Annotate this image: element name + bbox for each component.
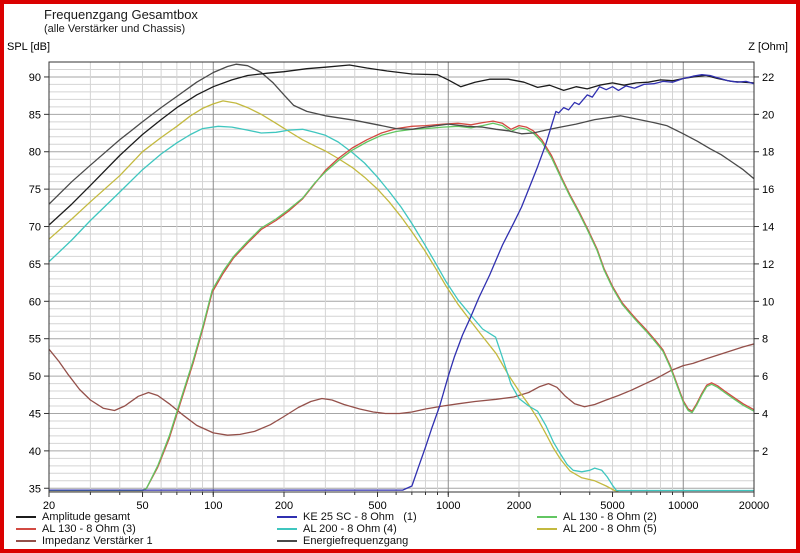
legend-item-al200_4: AL 200 - 8 Ohm (4) xyxy=(277,523,417,535)
x-tick-label: 20000 xyxy=(739,500,770,512)
series-impedanz xyxy=(49,343,754,436)
x-tick-label: 1000 xyxy=(436,500,460,512)
x-tick-label: 10000 xyxy=(668,500,699,512)
legend-item-impedanz: Impedanz Verstärker 1 xyxy=(16,535,153,547)
left-tick-label: 60 xyxy=(29,296,41,308)
left-tick-label: 75 xyxy=(29,184,41,196)
legend-label: AL 200 - 8 Ohm (4) xyxy=(303,523,397,535)
legend-item-al200_5: AL 200 - 8 Ohm (5) xyxy=(537,523,657,535)
right-tick-label: 18 xyxy=(762,147,774,159)
legend-label: KE 25 SC - 8 Ohm (1) xyxy=(303,511,417,523)
legend-item-ke25: KE 25 SC - 8 Ohm (1) xyxy=(277,511,417,523)
legend-item-amplitude: Amplitude gesamt xyxy=(16,511,153,523)
left-tick-label: 40 xyxy=(29,446,41,458)
left-tick-label: 55 xyxy=(29,334,41,346)
right-tick-label: 14 xyxy=(762,222,774,234)
x-tick-label: 2000 xyxy=(507,500,531,512)
left-axis-label: SPL [dB] xyxy=(7,41,51,53)
legend-marker-impedanz xyxy=(16,540,36,542)
legend-label: AL 130 - 8 Ohm (2) xyxy=(563,511,657,523)
right-tick-label: 8 xyxy=(762,334,768,346)
right-axis-label: Z [Ohm] xyxy=(748,41,788,53)
legend-marker-amplitude xyxy=(16,516,36,518)
legend-marker-energie xyxy=(277,540,297,542)
legend-marker-al130_3 xyxy=(16,528,36,530)
series-al200_5 xyxy=(49,100,619,492)
right-tick-label: 12 xyxy=(762,259,774,271)
legend-label: AL 200 - 8 Ohm (5) xyxy=(563,523,657,535)
legend-marker-al200_4 xyxy=(277,528,297,530)
legend-label: Energiefrequenzgang xyxy=(303,535,409,547)
chart-title: Frequenzgang Gesamtbox xyxy=(44,7,198,22)
x-tick-label: 5000 xyxy=(600,500,624,512)
right-tick-label: 4 xyxy=(762,408,768,420)
left-tick-label: 45 xyxy=(29,408,41,420)
legend-marker-ke25 xyxy=(277,516,297,518)
legend-label: AL 130 - 8 Ohm (3) xyxy=(42,523,136,535)
legend-label: Amplitude gesamt xyxy=(42,511,131,523)
series-al130_2 xyxy=(49,122,754,492)
x-tick-label: 100 xyxy=(204,500,222,512)
x-tick-label: 20 xyxy=(43,500,55,512)
legend-column-2: KE 25 SC - 8 Ohm (1) AL 200 - 8 Ohm (4) En… xyxy=(277,511,417,547)
left-tick-label: 80 xyxy=(29,147,41,159)
legend-column-3: AL 130 - 8 Ohm (2) AL 200 - 8 Ohm (5) xyxy=(537,511,657,535)
x-tick-label: 50 xyxy=(136,500,148,512)
left-tick-label: 35 xyxy=(29,483,41,495)
x-tick-label: 500 xyxy=(368,500,386,512)
right-tick-label: 20 xyxy=(762,109,774,121)
right-tick-label: 6 xyxy=(762,371,768,383)
chart-canvas: 90 85 80 75 70 65 60 55 50 45 40 35 22 20 18 16 14 12 10 8 6… xyxy=(29,61,774,512)
x-tick-label: 200 xyxy=(275,500,293,512)
legend-marker-al200_5 xyxy=(537,528,557,530)
series-energie xyxy=(49,63,754,205)
left-tick-label: 70 xyxy=(29,222,41,234)
right-tick-label: 22 xyxy=(762,72,774,84)
series-al200_4 xyxy=(49,125,754,492)
legend-label: Impedanz Verstärker 1 xyxy=(42,535,153,547)
series-al130_3 xyxy=(49,120,754,492)
chart-subtitle: (alle Verstärker und Chassis) xyxy=(44,22,186,35)
chart-header: Frequenzgang Gesamtbox (alle Verstärker … xyxy=(44,7,198,36)
legend-item-al130_3: AL 130 - 8 Ohm (3) xyxy=(16,523,153,535)
left-tick-label: 65 xyxy=(29,259,41,271)
legend-item-al130_2: AL 130 - 8 Ohm (2) xyxy=(537,511,657,523)
series-ke25 xyxy=(49,74,754,491)
right-tick-label: 16 xyxy=(762,184,774,196)
left-tick-label: 90 xyxy=(29,72,41,84)
plot-frame xyxy=(48,61,755,493)
right-tick-label: 10 xyxy=(762,296,774,308)
legend-item-energie: Energiefrequenzgang xyxy=(277,535,417,547)
right-tick-label: 2 xyxy=(762,446,768,458)
left-tick-label: 85 xyxy=(29,109,41,121)
legend-marker-al130_2 xyxy=(537,516,557,518)
series-amplitude xyxy=(49,64,754,226)
legend-column-1: Amplitude gesamt AL 130 - 8 Ohm (3) Impeda… xyxy=(16,511,153,547)
left-tick-label: 50 xyxy=(29,371,41,383)
